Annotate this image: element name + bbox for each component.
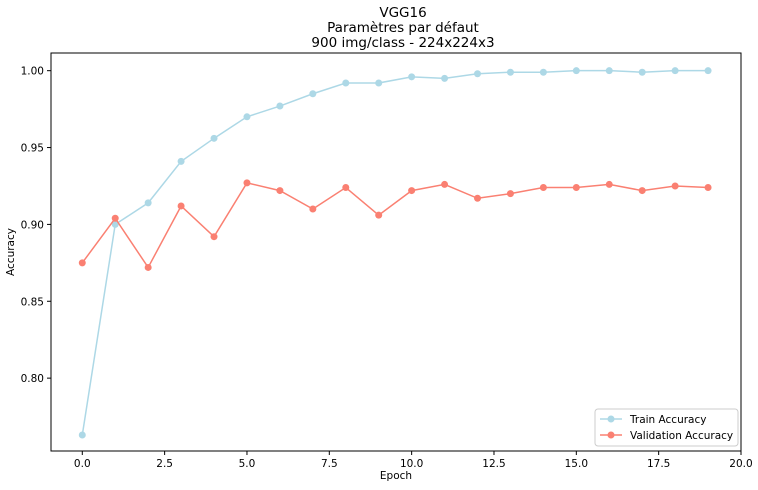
chart-title: VGG16 Paramètres par défaut 900 img/clas… bbox=[311, 5, 494, 51]
data-point-validation-accuracy bbox=[210, 233, 218, 241]
y-tick-label: 0.95 bbox=[21, 143, 44, 155]
chart-title-line-2: Paramètres par défaut bbox=[327, 20, 479, 36]
y-tick-label: 0.80 bbox=[21, 373, 44, 385]
data-point-train-accuracy bbox=[506, 68, 514, 76]
x-tick-label: 7.5 bbox=[321, 458, 338, 470]
data-point-validation-accuracy bbox=[375, 211, 383, 219]
chart-title-line-3: 900 img/class - 224x224x3 bbox=[311, 35, 494, 51]
data-point-validation-accuracy bbox=[276, 187, 284, 195]
y-tick-label: 1.00 bbox=[21, 66, 44, 78]
series-line-train-accuracy bbox=[81, 69, 709, 436]
data-point-train-accuracy bbox=[474, 70, 482, 78]
y-tick-label: 0.85 bbox=[21, 296, 44, 308]
data-point-train-accuracy bbox=[342, 79, 350, 87]
y-tick-label: 0.90 bbox=[21, 219, 44, 231]
data-point-validation-accuracy bbox=[144, 263, 152, 271]
data-point-train-accuracy bbox=[309, 90, 317, 98]
data-point-train-accuracy bbox=[638, 68, 646, 76]
data-point-train-accuracy bbox=[408, 73, 416, 81]
data-point-train-accuracy bbox=[78, 431, 86, 439]
data-point-validation-accuracy bbox=[704, 184, 712, 192]
legend-train-accuracy-marker bbox=[607, 415, 615, 423]
data-point-train-accuracy bbox=[605, 67, 613, 75]
data-point-validation-accuracy bbox=[671, 182, 679, 190]
data-point-validation-accuracy bbox=[309, 205, 317, 213]
x-tick-label: 15.0 bbox=[565, 458, 588, 470]
series-line-validation-accuracy bbox=[81, 182, 709, 269]
data-point-validation-accuracy bbox=[506, 190, 514, 198]
data-point-train-accuracy bbox=[210, 134, 218, 142]
data-point-validation-accuracy bbox=[605, 180, 613, 188]
legend: Train Accuracy Validation Accuracy bbox=[594, 408, 739, 447]
x-tick-label: 10.0 bbox=[400, 458, 423, 470]
data-point-train-accuracy bbox=[572, 67, 580, 75]
data-point-train-accuracy bbox=[111, 220, 119, 228]
data-point-validation-accuracy bbox=[474, 194, 482, 202]
data-point-train-accuracy bbox=[276, 102, 284, 110]
data-point-validation-accuracy bbox=[539, 184, 547, 192]
data-point-train-accuracy bbox=[704, 67, 712, 75]
data-point-validation-accuracy bbox=[408, 187, 416, 195]
x-axis-ticks: 0.0 2.5 5.0 7.5 10.0 12.5 15.0 17.5 20.0 bbox=[74, 451, 753, 470]
legend-validation-accuracy-marker bbox=[607, 431, 615, 439]
data-point-validation-accuracy bbox=[638, 187, 646, 195]
data-point-train-accuracy bbox=[671, 67, 679, 75]
series-layer bbox=[78, 67, 712, 439]
data-point-train-accuracy bbox=[539, 68, 547, 76]
x-tick-label: 5.0 bbox=[239, 458, 256, 470]
x-axis-label: Epoch bbox=[380, 470, 412, 482]
data-point-validation-accuracy bbox=[572, 184, 580, 192]
x-tick-label: 20.0 bbox=[729, 458, 752, 470]
x-tick-label: 12.5 bbox=[482, 458, 505, 470]
data-point-train-accuracy bbox=[375, 79, 383, 87]
data-point-train-accuracy bbox=[177, 157, 185, 165]
legend-train-accuracy-label: Train Accuracy bbox=[629, 414, 706, 426]
x-tick-label: 0.0 bbox=[74, 458, 91, 470]
legend-validation-accuracy-label: Validation Accuracy bbox=[630, 430, 733, 442]
data-point-train-accuracy bbox=[144, 199, 152, 207]
data-point-validation-accuracy bbox=[243, 179, 251, 187]
chart-title-line-1: VGG16 bbox=[379, 5, 426, 21]
y-axis-ticks: 0.80 0.85 0.90 0.95 1.00 bbox=[21, 66, 51, 385]
data-point-train-accuracy bbox=[441, 74, 449, 82]
plot-area-frame bbox=[50, 52, 742, 452]
y-axis-label: Accuracy bbox=[5, 228, 17, 276]
data-point-validation-accuracy bbox=[441, 180, 449, 188]
data-point-validation-accuracy bbox=[342, 184, 350, 192]
legend-box bbox=[594, 408, 739, 447]
x-tick-label: 2.5 bbox=[156, 458, 173, 470]
x-tick-label: 17.5 bbox=[647, 458, 670, 470]
data-point-train-accuracy bbox=[243, 113, 251, 121]
data-point-validation-accuracy bbox=[177, 202, 185, 210]
data-point-validation-accuracy bbox=[111, 214, 119, 222]
data-point-validation-accuracy bbox=[78, 259, 86, 267]
